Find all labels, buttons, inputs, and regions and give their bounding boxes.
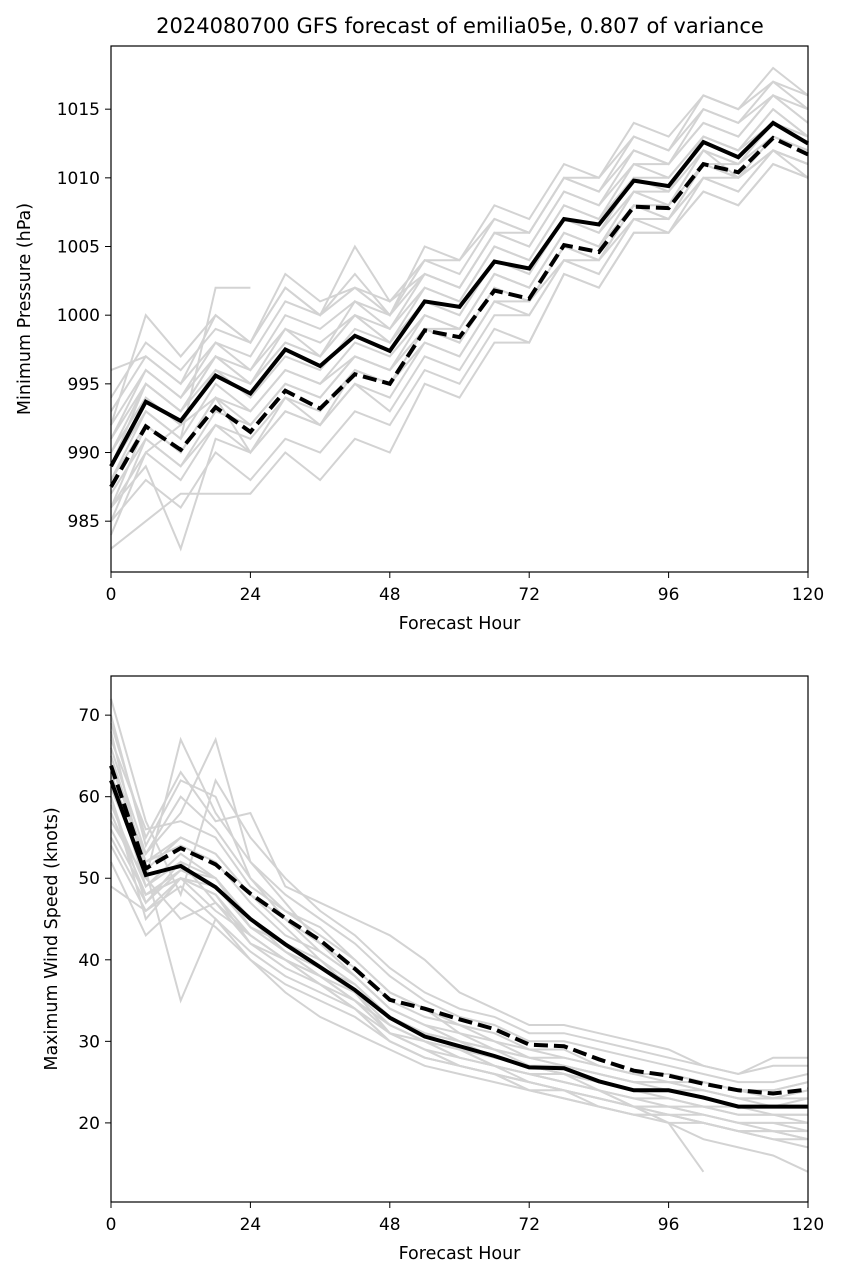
wind-y-tick-label: 60 — [78, 788, 100, 808]
wind-y-tick-label: 50 — [78, 869, 100, 889]
wind-member-line — [110, 820, 809, 1141]
pressure-y-tick-label: 990 — [68, 444, 100, 464]
wind-y-tick-label: 40 — [78, 951, 100, 971]
wind-x-tick-label: 72 — [518, 1215, 540, 1235]
wind-solid-mean-line — [109, 779, 808, 1109]
wind-member-line — [110, 731, 809, 1084]
wind-member-line — [110, 812, 809, 1133]
wind-plot-frame — [110, 675, 809, 1203]
pressure-y-tick-label: 1010 — [57, 169, 100, 189]
pressure-member-line — [110, 80, 809, 412]
wind-x-axis-label: Forecast Hour — [399, 1244, 522, 1264]
pressure-member-line — [110, 149, 809, 552]
wind-member-line — [110, 779, 809, 1092]
pressure-y-tick-label: 1005 — [57, 238, 100, 258]
wind-y-tick-label: 30 — [78, 1032, 100, 1052]
wind-member-line — [110, 812, 809, 1141]
pressure-x-tick-label: 96 — [658, 585, 680, 605]
wind-x-tick-label: 120 — [792, 1215, 824, 1235]
wind-x-tick-label: 96 — [658, 1215, 680, 1235]
pressure-x-tick-label: 72 — [518, 585, 540, 605]
wind-x-tick-label: 48 — [379, 1215, 401, 1235]
pressure-member-line — [110, 286, 251, 467]
pressure-x-tick-label: 0 — [106, 585, 117, 605]
wind-y-axis-label: Maximum Wind Speed (knots) — [42, 807, 62, 1070]
pressure-member-line — [110, 121, 809, 440]
pressure-x-axis-label: Forecast Hour — [399, 614, 522, 634]
chart-title: 2024080700 GFS forecast of emilia05e, 0.… — [156, 14, 764, 38]
wind-member-line — [110, 771, 808, 1108]
pressure-member-line — [110, 94, 809, 440]
wind-member-line — [110, 698, 808, 1076]
pressure-y-tick-label: 1000 — [57, 306, 100, 326]
pressure-y-tick-label: 1015 — [57, 100, 100, 120]
pressure-x-tick-label: 120 — [792, 585, 824, 605]
wind-panel: 0 24 48 72 96 120 20 30 40 50 60 70 Forecast Hour M… — [42, 675, 824, 1264]
wind-x-tick-label: 0 — [106, 1215, 117, 1235]
pressure-x-tick-label: 24 — [240, 585, 262, 605]
pressure-member-line — [110, 94, 809, 386]
wind-member-line — [110, 788, 809, 1149]
pressure-member-line — [110, 107, 809, 453]
pressure-plot-frame — [110, 45, 809, 573]
pressure-x-tick-label: 48 — [379, 585, 401, 605]
pressure-member-line — [110, 80, 809, 399]
wind-dashed-mean-line — [109, 765, 809, 1096]
wind-member-line — [110, 796, 809, 1173]
wind-member-line — [110, 804, 808, 1116]
wind-x-tick-label: 24 — [240, 1215, 262, 1235]
wind-member-line — [110, 723, 808, 1076]
wind-y-tick-label: 20 — [78, 1114, 100, 1134]
wind-member-line — [110, 755, 705, 1173]
wind-member-line — [110, 837, 808, 1141]
wind-member-line — [110, 877, 808, 1116]
pressure-member-line — [110, 149, 809, 522]
wind-member-line — [110, 755, 808, 1108]
pressure-y-tick-label: 995 — [68, 375, 100, 395]
pressure-member-line — [110, 162, 809, 550]
pressure-y-axis-label: Minimum Pressure (hPa) — [15, 203, 35, 415]
pressure-dashed-mean-line — [109, 135, 809, 488]
wind-y-tick-label: 70 — [78, 706, 100, 726]
pressure-solid-mean-line — [109, 120, 810, 468]
pressure-y-tick-label: 985 — [68, 512, 100, 532]
pressure-panel: 0 24 48 72 96 120 985 990 995 1000 1005 1010 1015 Fo… — [15, 45, 824, 634]
